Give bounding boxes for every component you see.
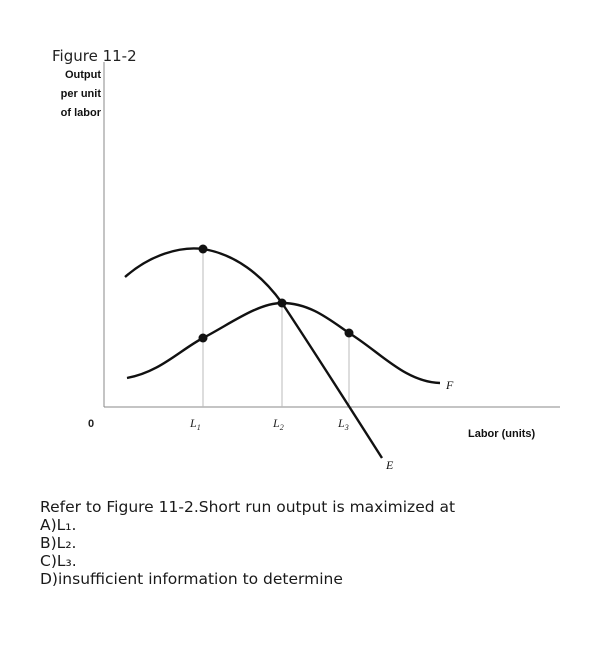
series-e-curve [124, 247, 384, 459]
option-a: A)L₁. [40, 516, 77, 534]
x-tick-label-l1: L1 [189, 416, 201, 432]
series-f-label: F [445, 378, 454, 392]
origin-label: 0 [88, 418, 94, 430]
question-stem: Refer to Figure 11-2.Short run output is… [40, 498, 456, 516]
y-axis-label-line-2: per unit [61, 88, 102, 100]
point-l1-e [198, 244, 208, 254]
point-l3-f [344, 328, 354, 338]
option-b: B)L₂. [40, 534, 77, 552]
option-d: D)insufficient information to determine [40, 570, 343, 588]
point-l1-f [198, 333, 208, 343]
x-axis-label: Labor (units) [468, 428, 536, 440]
x-tick-label-l3: L3 [337, 416, 349, 432]
figure-chart: Figure 11-2 Output per unit of labor 0 L… [52, 47, 560, 472]
y-axis-label-line-3: of labor [61, 107, 102, 119]
series-f-curve [126, 301, 441, 385]
y-axis-label-line-1: Output [65, 69, 101, 81]
point-l2-intersection [277, 298, 287, 308]
x-tick-label-l2: L2 [272, 416, 284, 432]
series-e-label: E [385, 458, 394, 472]
chart-title: Figure 11-2 [52, 47, 137, 65]
question-block: Refer to Figure 11-2.Short run output is… [40, 498, 590, 588]
option-c: C)L₃. [40, 552, 77, 570]
